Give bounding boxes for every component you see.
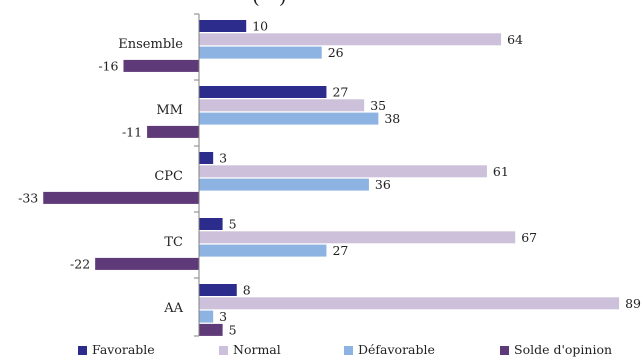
bar-cpc-favorable <box>199 152 214 164</box>
legend-label-favorable: Favorable <box>92 342 155 357</box>
bars-group <box>43 20 620 336</box>
legend-swatch-normal <box>219 346 228 355</box>
legend-swatch-favorable <box>78 346 87 355</box>
category-label-tc: TC <box>164 235 183 250</box>
value-label-tc-favorable: 5 <box>229 217 237 232</box>
bar-mm-favorable <box>199 86 327 98</box>
bar-tc-solde-d-opinion <box>95 257 199 270</box>
bar-tc-defavorable <box>199 244 327 257</box>
value-label-aa-defavorable: 3 <box>219 309 227 324</box>
value-label-mm-solde-d-opinion: -11 <box>122 124 142 139</box>
value-label-aa-favorable: 8 <box>243 283 251 298</box>
value-label-tc-defavorable: 27 <box>332 243 348 258</box>
bar-aa-solde-d-opinion <box>199 323 223 336</box>
bar-aa-favorable <box>199 284 237 296</box>
value-label-cpc-defavorable: 36 <box>375 177 391 192</box>
bar-cpc-solde-d-opinion <box>43 191 199 204</box>
value-label-aa-normal: 89 <box>625 296 641 311</box>
bar-cpc-normal <box>199 165 487 178</box>
value-label-ensemble-favorable: 10 <box>252 19 268 34</box>
value-label-aa-solde-d-opinion: 5 <box>229 322 237 337</box>
bar-mm-defavorable <box>199 112 379 125</box>
legend-label-solde-d-opinion: Solde d'opinion <box>514 342 612 357</box>
category-label-cpc: CPC <box>154 169 183 184</box>
value-label-mm-favorable: 27 <box>332 85 348 100</box>
category-label-ensemble: Ensemble <box>118 37 183 52</box>
value-label-ensemble-defavorable: 26 <box>328 45 344 60</box>
bar-mm-normal <box>199 99 365 112</box>
value-label-ensemble-normal: 64 <box>507 32 523 47</box>
bar-mm-solde-d-opinion <box>147 125 199 138</box>
category-labels-group: Ensemble MM CPC TC AA <box>118 13 199 337</box>
value-label-cpc-normal: 61 <box>493 164 509 179</box>
legend: Favorable Normal Défavorable Solde d'opinio… <box>78 342 612 357</box>
bar-cpc-defavorable <box>199 178 369 191</box>
value-label-cpc-favorable: 3 <box>219 151 227 166</box>
bar-aa-defavorable <box>199 310 214 323</box>
value-label-mm-normal: 35 <box>370 98 386 113</box>
chart-title-fragment: (···) <box>252 0 287 8</box>
category-label-aa: AA <box>163 301 183 316</box>
value-label-tc-normal: 67 <box>521 230 537 245</box>
value-label-tc-solde-d-opinion: -22 <box>70 256 90 271</box>
bar-ensemble-solde-d-opinion <box>123 59 199 72</box>
legend-label-normal: Normal <box>233 342 281 357</box>
bar-tc-favorable <box>199 218 223 230</box>
bar-ensemble-favorable <box>199 20 247 32</box>
legend-label-defavorable: Défavorable <box>358 342 435 357</box>
value-label-ensemble-solde-d-opinion: -16 <box>98 58 118 73</box>
value-label-mm-defavorable: 38 <box>384 111 400 126</box>
legend-swatch-defavorable <box>344 346 353 355</box>
bar-ensemble-normal <box>199 33 502 46</box>
value-label-cpc-solde-d-opinion: -33 <box>18 190 38 205</box>
legend-swatch-solde-d-opinion <box>500 346 509 355</box>
bar-tc-normal <box>199 231 516 244</box>
category-label-mm: MM <box>156 103 183 118</box>
bar-ensemble-defavorable <box>199 46 322 59</box>
bar-aa-normal <box>199 297 620 310</box>
